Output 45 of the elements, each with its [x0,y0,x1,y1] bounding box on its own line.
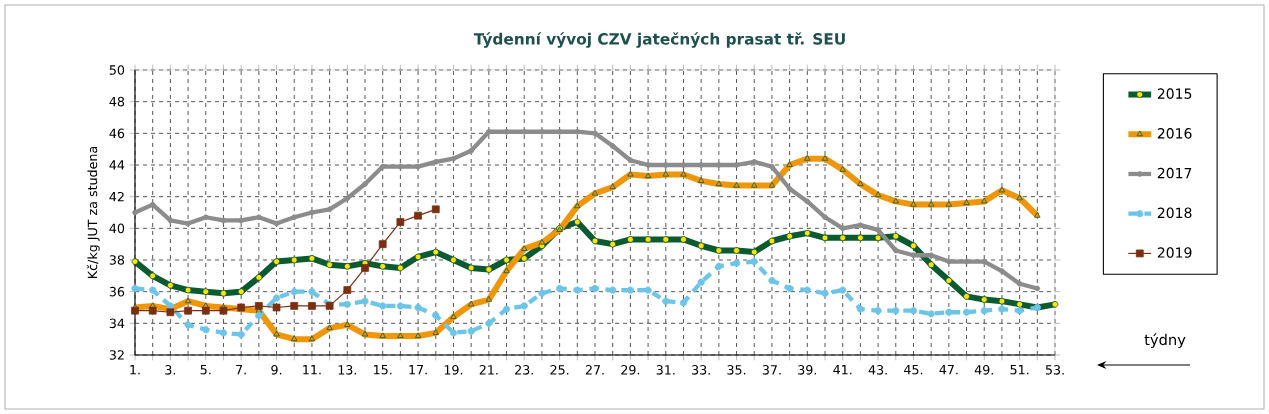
legend-label: 2016 [1157,128,1192,139]
x-tick-label: 31. [656,365,675,375]
x-tick-label: 23. [515,365,533,375]
legend-label: 2018 [1157,207,1192,219]
x-tick-label: 9. [271,365,282,375]
x-tick-label: 45. [904,365,923,375]
y-tick-label: 40 [109,223,125,234]
x-tick-label: 21. [479,365,498,375]
x-tick-label: 7. [236,365,246,375]
x-tick-label: 25. [550,365,569,375]
x-tick-label: 49. [974,365,993,375]
y-tick-label: 46 [109,128,125,139]
chart-title: Týdenní vývoj CZV jatečných prasat tř. SEU [473,32,845,48]
y-tick-label: 32 [109,350,124,360]
x-tick-label: 29. [621,365,640,375]
x-tick-label: 27. [585,365,604,375]
y-tick-label: 48 [109,96,125,107]
x-tick-label: 43. [868,365,887,375]
x-tick-label: 53. [1045,365,1064,375]
x-tick-label: 3. [165,365,176,375]
y-tick-label: 34 [109,318,125,329]
y-tick-label: 36 [109,286,125,297]
legend-label: 2015 [1157,88,1192,99]
x-tick-label: 41. [833,365,852,375]
legend-label: 2017 [1157,167,1192,179]
x-tick-label: 47. [939,365,958,375]
x-tick-label: 5. [200,365,211,375]
y-tick-label: 44 [109,160,125,170]
y-tick-label: 50 [109,65,125,75]
y-tick-label: 42 [109,191,124,202]
legend-label: 2019 [1157,247,1192,258]
x-tick-label: 51. [1010,365,1029,375]
x-tick-label: 33. [692,365,710,375]
x-tick-label: 13. [338,365,357,375]
x-tick-label: 39. [798,365,817,375]
text: týdny [1144,333,1186,349]
x-tick-label: 37. [762,365,781,375]
x-tick-label: 35. [727,365,746,375]
y-tick-label: 38 [109,255,125,265]
x-tick-label: 17. [409,365,427,375]
y-axis-title: Kč/kg JUT za studena [86,146,100,278]
x-tick-label: 15. [374,365,392,375]
x-tick-label: 19. [444,365,463,375]
x-tick-label: 11. [303,365,321,375]
x-tick-label: 1. [130,365,140,375]
